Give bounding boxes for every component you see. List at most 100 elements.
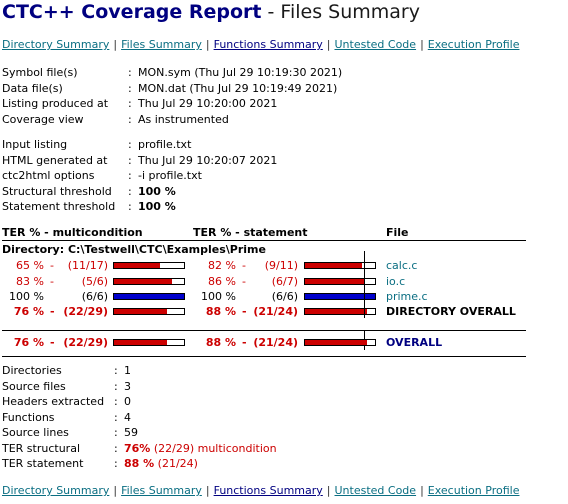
info-label-listing-produced-at: Listing produced at <box>2 97 109 110</box>
statement-percent: 88 % <box>205 336 236 349</box>
ter_structural-percent: 76% <box>124 441 151 455</box>
nav-separator: | <box>113 484 118 497</box>
nav-link-files-summary[interactable]: Files Summary <box>121 484 202 497</box>
ter_statement-percent: 88 % <box>124 457 155 470</box>
page-title-main: CTC++ Coverage Report <box>2 1 262 23</box>
ter_structural-detail: (22/29) multicondition <box>150 441 277 455</box>
file-column-divider <box>364 251 365 318</box>
statement-dash: - <box>242 274 246 288</box>
multicondition-dash: - <box>50 305 55 318</box>
multicondition-bar-fill <box>114 309 167 314</box>
nav-link-directory-summary[interactable]: Directory Summary <box>2 38 110 51</box>
summary-value-ter_structural: 76% (22/29) multicondition <box>124 442 277 455</box>
top-nav: Directory Summary | Files Summary | Function… <box>2 38 519 51</box>
summary-label-source-lines: Source lines <box>2 426 69 439</box>
nav-separator: | <box>420 38 424 51</box>
info-value-listing-produced-at: Thu Jul 29 10:20:00 2021 <box>138 97 278 110</box>
info-label-ctc2html-options: ctc2html options <box>2 169 95 182</box>
info-colon: : <box>128 81 132 95</box>
directory-overall-label: DIRECTORY OVERALL <box>386 305 516 318</box>
info-value-symbol-file-s: MON.sym (Thu Jul 29 10:19:30 2021) <box>138 66 343 79</box>
summary-colon: : <box>114 395 118 408</box>
statement-bar-fill <box>305 278 365 284</box>
statement-bar <box>304 339 376 346</box>
nav-link-execution-profile[interactable]: Execution Profile <box>427 484 520 497</box>
multicondition-bar-fill <box>114 263 160 268</box>
summary-colon: : <box>114 457 118 470</box>
summary-colon: : <box>114 426 118 439</box>
statement-bar <box>304 277 376 285</box>
summary-label-source-files: Source files <box>2 379 66 393</box>
summary-value-functions: 4 <box>124 410 131 424</box>
multicondition-bar <box>113 262 185 269</box>
summary-value-headers-extracted: 0 <box>124 395 131 408</box>
statement-fraction: (9/11) <box>264 259 298 272</box>
multicondition-dash: - <box>50 274 54 288</box>
summary-value-source-lines: 59 <box>124 426 138 439</box>
multicondition-bar-fill <box>114 278 172 284</box>
info-value-data-file-s: MON.dat (Thu Jul 29 10:19:49 2021) <box>138 81 338 95</box>
file-link-io-c[interactable]: io.c <box>386 274 406 288</box>
file-link-calc-c[interactable]: calc.c <box>386 259 418 272</box>
nav-link-execution-profile[interactable]: Execution Profile <box>427 38 520 51</box>
summary-label-ter_structural: TER structural <box>2 441 80 455</box>
multicondition-bar-fill <box>114 294 184 299</box>
summary-label-headers-extracted: Headers extracted <box>2 395 105 408</box>
statement-bar-fill <box>305 340 367 345</box>
multicondition-bar-fill <box>114 340 167 345</box>
info-label-html-generated-at: HTML generated at <box>2 153 108 167</box>
info-label-data-file-s: Data file(s) <box>2 81 63 95</box>
nav-link-files-summary[interactable]: Files Summary <box>121 38 202 51</box>
info-label-input-listing: Input listing <box>2 138 68 151</box>
file-cell: prime.c <box>386 290 428 303</box>
multicondition-percent: 76 % <box>13 336 44 349</box>
bottom-nav: Directory Summary | Files Summary | Function… <box>2 484 519 497</box>
summary-value-ter_statement: 88 % (21/24) <box>124 457 198 470</box>
info-colon: : <box>128 97 132 110</box>
overall-bottom-divider <box>2 356 526 357</box>
nav-separator: | <box>326 38 331 51</box>
statement-percent: 100 % <box>201 290 236 303</box>
statement-fraction: (6/6) <box>271 290 298 303</box>
nav-link-directory-summary[interactable]: Directory Summary <box>2 484 110 497</box>
multicondition-percent: 83 % <box>16 274 44 288</box>
summary-colon: : <box>114 379 118 393</box>
statement-fraction: (6/7) <box>271 274 298 288</box>
nav-separator: | <box>205 484 210 497</box>
threshold-value: 100 % <box>138 200 176 213</box>
nav-separator: | <box>205 38 210 51</box>
nav-link-functions-summary[interactable]: Functions Summary <box>213 484 323 497</box>
summary-colon: : <box>114 410 118 424</box>
info-label-statement-threshold: Statement threshold <box>2 200 116 213</box>
multicondition-dash: - <box>50 259 54 272</box>
summary-label-directories: Directories <box>2 364 62 377</box>
multicondition-fraction: (22/29) <box>63 336 108 349</box>
nav-link-functions-summary[interactable]: Functions Summary <box>213 38 323 51</box>
multicondition-fraction: (11/17) <box>67 259 108 272</box>
col-header-multicondition: TER % - multicondition <box>2 226 143 239</box>
table-header-divider <box>2 240 526 241</box>
info-colon: : <box>128 112 132 126</box>
multicondition-fraction: (6/6) <box>81 290 108 303</box>
file-link-prime-c[interactable]: prime.c <box>386 290 428 303</box>
summary-label-functions: Functions <box>2 410 55 424</box>
nav-separator: | <box>113 38 118 51</box>
nav-link-untested-code[interactable]: Untested Code <box>334 484 417 497</box>
info-label-symbol-file-s: Symbol file(s) <box>2 66 78 79</box>
info-value-structural-threshold: 100 % <box>138 185 176 198</box>
summary-label-ter_statement: TER statement <box>2 457 84 470</box>
multicondition-bar <box>113 308 185 315</box>
statement-bar <box>304 293 376 300</box>
statement-bar <box>304 262 376 269</box>
info-colon: : <box>128 138 132 151</box>
statement-bar-fill <box>305 309 367 314</box>
statement-percent: 88 % <box>205 305 236 318</box>
directory-label: Directory: C:\Testwell\CTC\Examples\Prim… <box>2 243 266 256</box>
summary-colon: : <box>114 441 118 455</box>
info-value-html-generated-at: Thu Jul 29 10:20:07 2021 <box>138 153 278 167</box>
file-cell: calc.c <box>386 259 417 272</box>
nav-link-untested-code[interactable]: Untested Code <box>334 38 417 51</box>
nav-separator: | <box>326 484 331 497</box>
statement-dash: - <box>242 336 247 349</box>
multicondition-fraction: (22/29) <box>63 305 108 318</box>
